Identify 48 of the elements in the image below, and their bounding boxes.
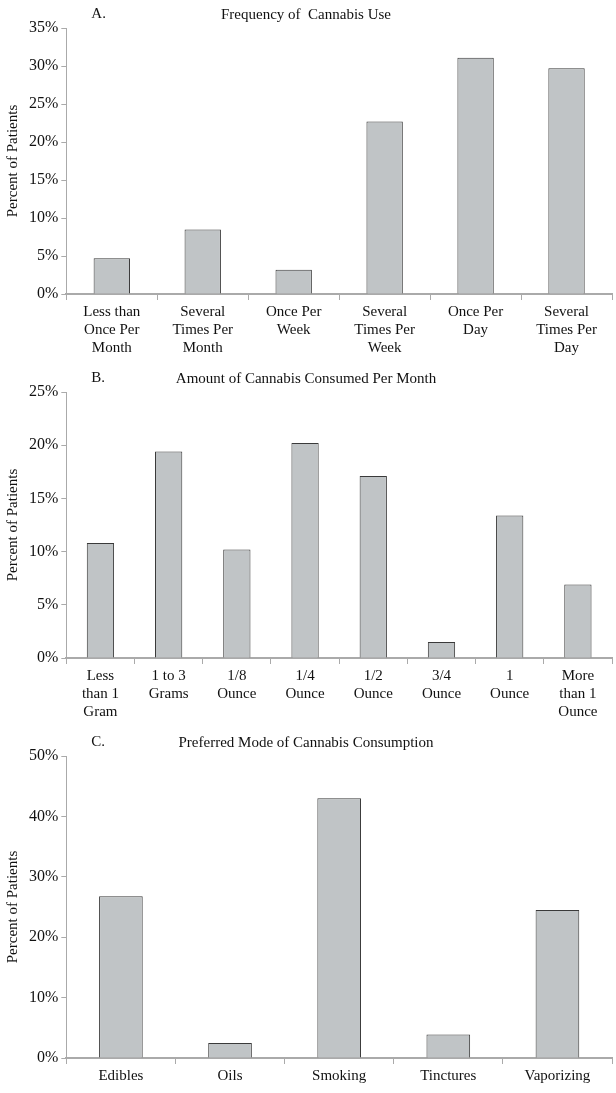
x-tick-label: Less than Once Per Month xyxy=(83,302,141,355)
x-tick-label: Vaporizing xyxy=(524,1066,591,1083)
x-tick-label: Less than 1 Gram xyxy=(81,666,119,719)
chart-title: Amount of Cannabis Consumed Per Month xyxy=(175,369,437,386)
text: B. xyxy=(91,368,106,385)
y-tick-label: 50% xyxy=(29,746,59,764)
y-tick-label: 40% xyxy=(29,806,59,824)
y-tick-label: 10% xyxy=(29,208,59,226)
x-tick-label: 1/2 Ounce xyxy=(353,666,394,701)
y-tick-label: 20% xyxy=(29,132,59,150)
text: C. xyxy=(91,732,106,749)
y-axis-title: Percent of Patients xyxy=(3,850,20,964)
x-tick-label: Smoking xyxy=(312,1066,367,1083)
y-axis-title: Percent of Patients xyxy=(3,468,20,582)
y-tick-label: 5% xyxy=(37,246,59,264)
y-tick-label: 0% xyxy=(37,1048,59,1066)
y-tick-label: 5% xyxy=(37,595,59,612)
x-tick-label: 1/8 Ounce xyxy=(217,666,257,701)
y-tick-label: 30% xyxy=(29,56,59,74)
y-tick-label: 25% xyxy=(29,94,59,112)
y-tick-label: 10% xyxy=(29,541,59,559)
x-tick-label: Once Per Week xyxy=(265,302,322,337)
y-tick-label: 15% xyxy=(29,488,59,506)
x-tick-label: Several Times Per Week xyxy=(354,302,415,355)
chart-title: Preferred Mode of Cannabis Consumption xyxy=(178,733,434,750)
y-tick-label: 10% xyxy=(29,987,59,1005)
y-tick-label: 0% xyxy=(37,648,59,666)
chart-title: Frequency of Cannabis Use xyxy=(221,5,392,22)
y-tick-label: 20% xyxy=(29,927,59,945)
x-tick-label: 3/4 Ounce xyxy=(421,666,462,701)
x-tick-label: Once Per Day xyxy=(447,302,504,337)
x-tick-label: Tinctures xyxy=(420,1066,477,1083)
text: A. xyxy=(91,4,106,21)
x-tick-label: 1 Ounce xyxy=(490,666,530,701)
x-tick-label: More than 1 Ounce xyxy=(558,666,598,719)
y-tick-label: 30% xyxy=(29,867,59,884)
x-tick-label: Oils xyxy=(217,1066,243,1083)
y-tick-label: 15% xyxy=(29,170,59,188)
x-tick-label: 1/4 Ounce xyxy=(285,666,325,701)
y-tick-label: 0% xyxy=(37,284,59,302)
y-axis-title: Percent of Patients xyxy=(3,104,20,218)
y-tick-label: 20% xyxy=(29,435,59,453)
y-tick-label: 25% xyxy=(29,382,59,400)
x-tick-label: Several Times Per Day xyxy=(536,302,597,355)
x-tick-label: Several Times Per Month xyxy=(172,302,234,355)
x-tick-label: 1 to 3 Grams xyxy=(148,666,189,701)
x-tick-label: Edibles xyxy=(98,1066,144,1083)
y-tick-label: 35% xyxy=(29,18,59,36)
